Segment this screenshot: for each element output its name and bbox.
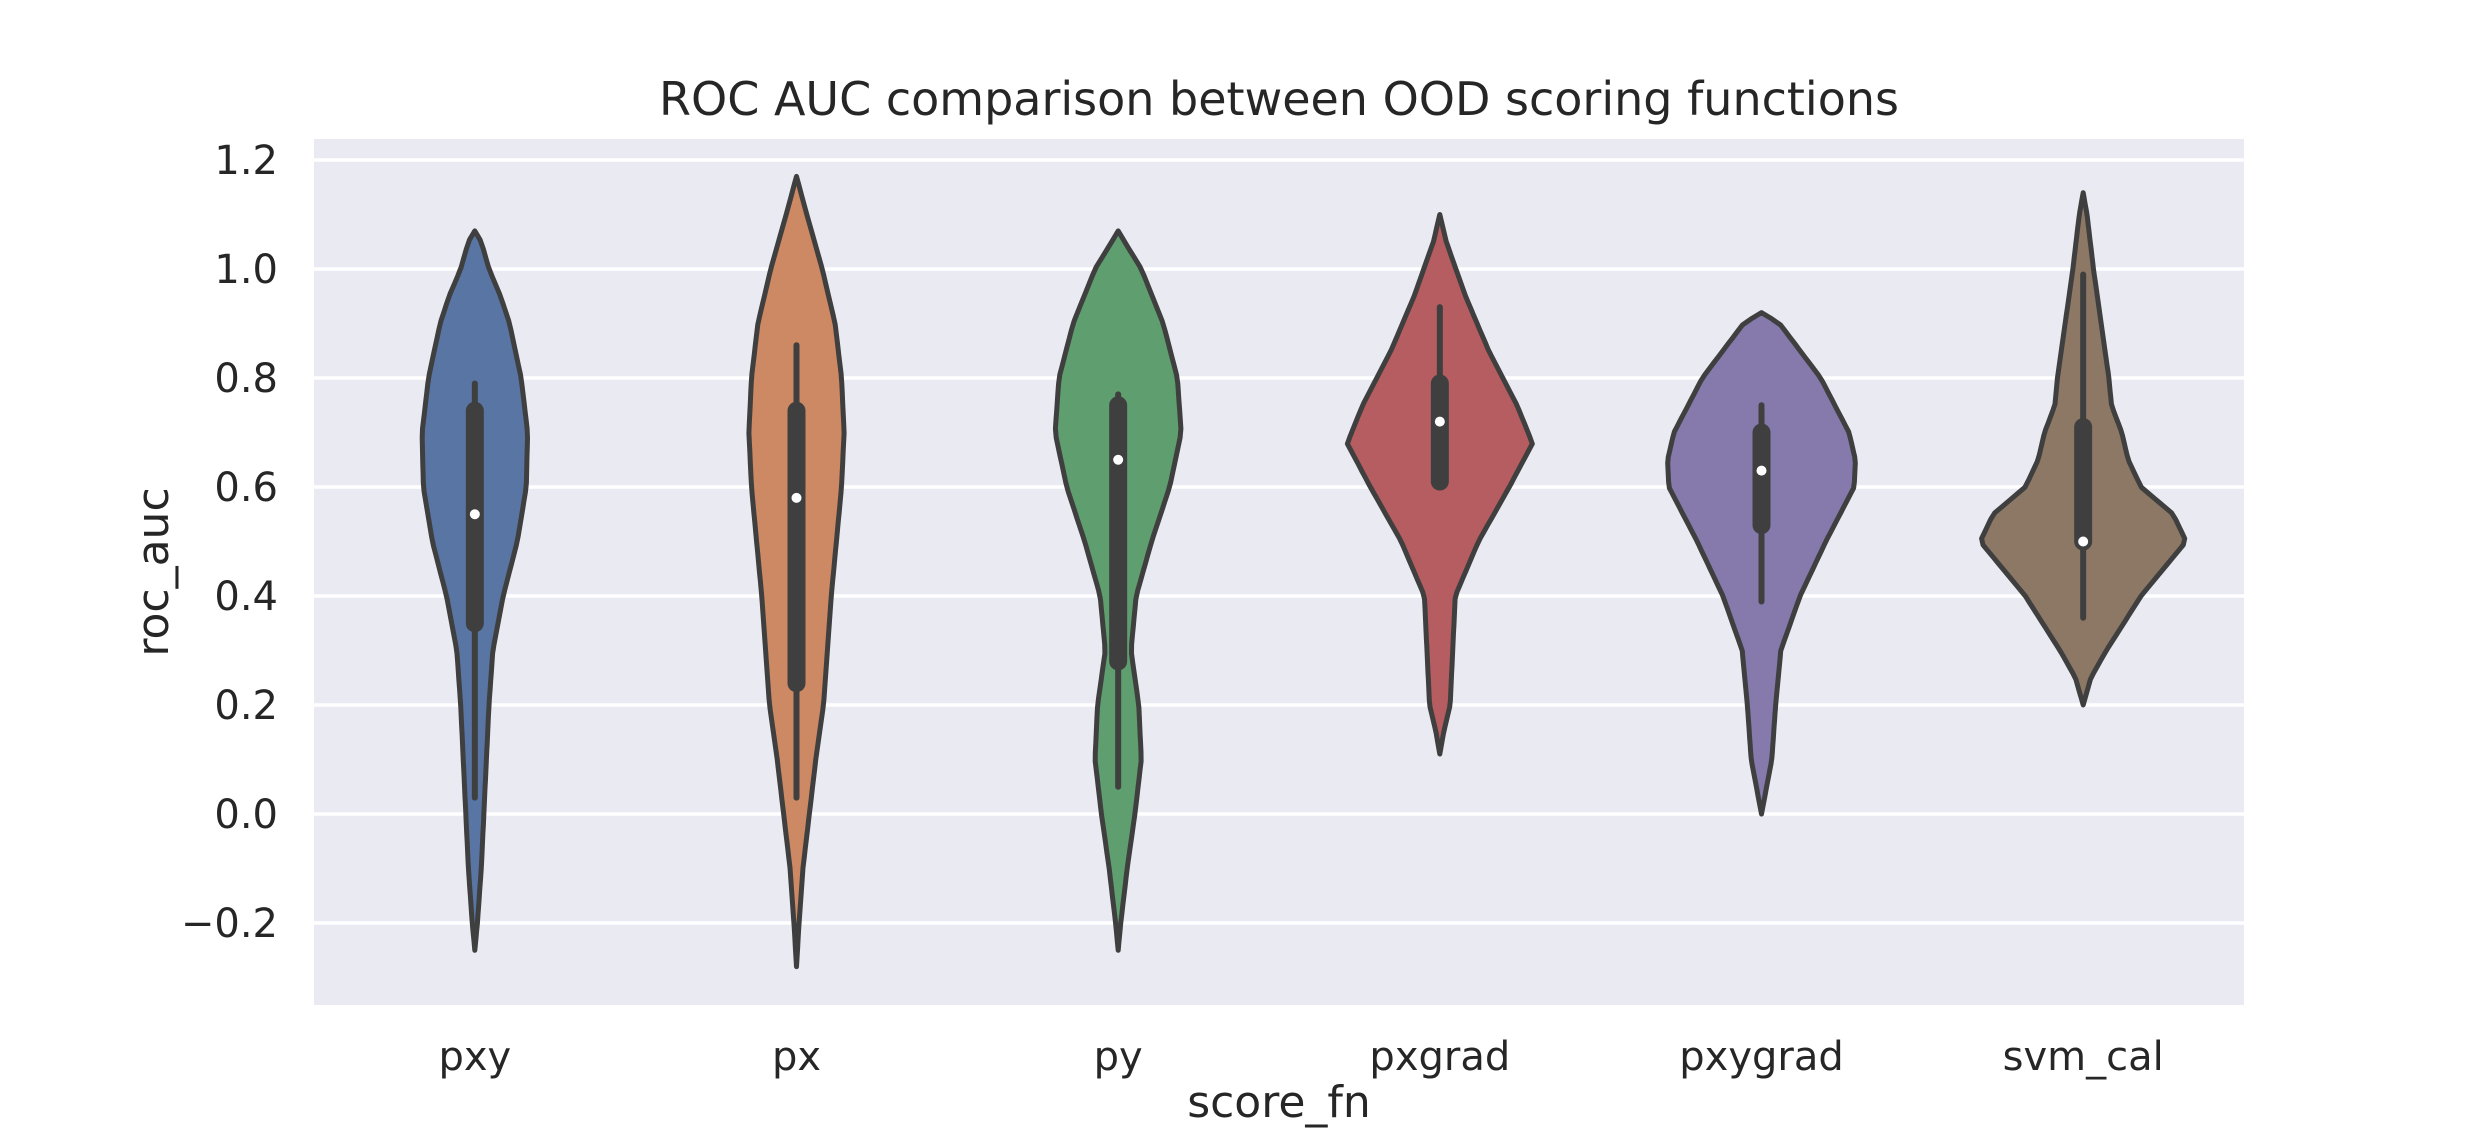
x-tick-label: pxy (438, 1034, 511, 1080)
x-tick-labels: pxy px py pxgrad pxygrad svm_cal (438, 1034, 2163, 1080)
y-tick-label: 0.4 (214, 574, 278, 620)
y-tick-label: 1.2 (214, 138, 278, 184)
median-dot-py (1113, 454, 1124, 465)
x-tick-label: pxygrad (1679, 1034, 1843, 1080)
y-tick-labels: −0.2 0.0 0.2 0.4 0.6 0.8 1.0 1.2 (181, 138, 278, 947)
median-dot-pxgrad (1434, 416, 1445, 427)
median-dot-svm_cal (2078, 536, 2089, 547)
y-tick-label: 0.8 (214, 356, 278, 402)
plot-area (314, 139, 2244, 1005)
x-tick-label: pxgrad (1369, 1034, 1510, 1080)
x-tick-label: svm_cal (2003, 1034, 2164, 1080)
grid-lines (314, 158, 2244, 925)
y-tick-label: −0.2 (181, 901, 278, 947)
y-tick-label: 1.0 (214, 247, 278, 293)
y-tick-label: 0.6 (214, 465, 278, 511)
median-dot-pxy (469, 509, 480, 520)
median-dot-px (791, 492, 802, 503)
x-tick-label: px (772, 1034, 821, 1080)
x-tick-label: py (1094, 1034, 1143, 1080)
y-tick-label: 0.0 (214, 792, 278, 838)
violins (419, 173, 2188, 970)
y-tick-label: 0.2 (214, 683, 278, 729)
x-axis-label: score_fn (1187, 1077, 1371, 1128)
y-axis-label: roc_auc (128, 487, 179, 656)
chart-title: ROC AUC comparison between OOD scoring f… (659, 72, 1899, 126)
median-dot-pxygrad (1756, 465, 1767, 476)
